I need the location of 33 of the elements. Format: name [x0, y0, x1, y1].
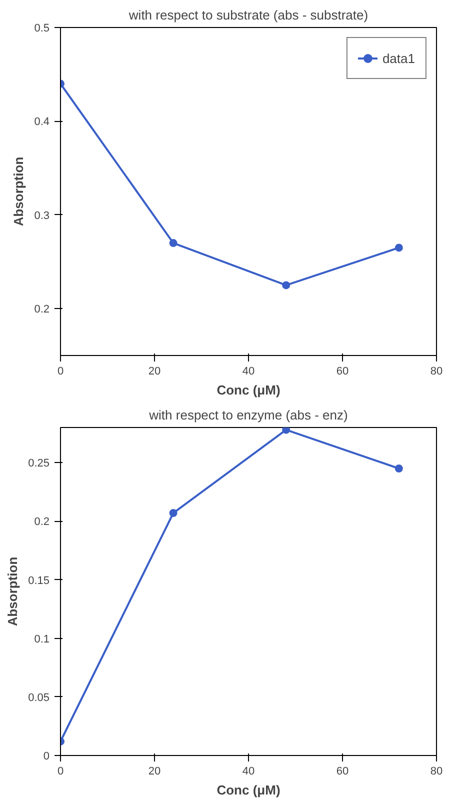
- point: [394, 464, 403, 472]
- x-tick-label: 60: [336, 766, 349, 778]
- point: [282, 428, 290, 434]
- legend-label: data1: [382, 50, 415, 66]
- point: [169, 509, 178, 518]
- chart-title: with respect to enzyme (abs - enz): [148, 408, 348, 422]
- y-tick-label: 0.2: [34, 304, 50, 316]
- x-tick-label: 20: [148, 766, 161, 778]
- y-tick-label: 0.1: [34, 633, 50, 646]
- x-tick-label: 40: [242, 366, 255, 378]
- x-tick-label: 20: [148, 366, 161, 378]
- point: [394, 244, 403, 252]
- x-tick-label: 0: [57, 366, 64, 378]
- y-tick-label: 0.05: [28, 692, 50, 704]
- chart-title: with respect to substrate (abs - substrate): [128, 8, 368, 22]
- x-tick-label: 80: [430, 766, 443, 778]
- y-tick-label: 0.2: [34, 516, 50, 528]
- x-tick-label: 0: [57, 766, 64, 778]
- y-tick-label: 0.5: [34, 22, 50, 34]
- y-tick-label: 0.4: [34, 116, 50, 128]
- x-tick-label: 40: [242, 766, 255, 778]
- y-axis-title: Absorption: [11, 156, 26, 226]
- y-tick-label: 0: [43, 750, 50, 762]
- y-tick-label: 0.25: [28, 458, 50, 470]
- x-tick-label: 80: [430, 366, 443, 378]
- point: [282, 281, 290, 290]
- y-tick-label: 0.3: [34, 210, 50, 222]
- x-axis-title: Conc (μM): [216, 782, 280, 798]
- x-axis-title: Conc (μM): [216, 382, 280, 398]
- y-axis-title: Absorption: [5, 556, 20, 626]
- point: [169, 239, 178, 248]
- y-tick-label: 0.15: [28, 574, 50, 587]
- x-tick-label: 60: [336, 366, 349, 378]
